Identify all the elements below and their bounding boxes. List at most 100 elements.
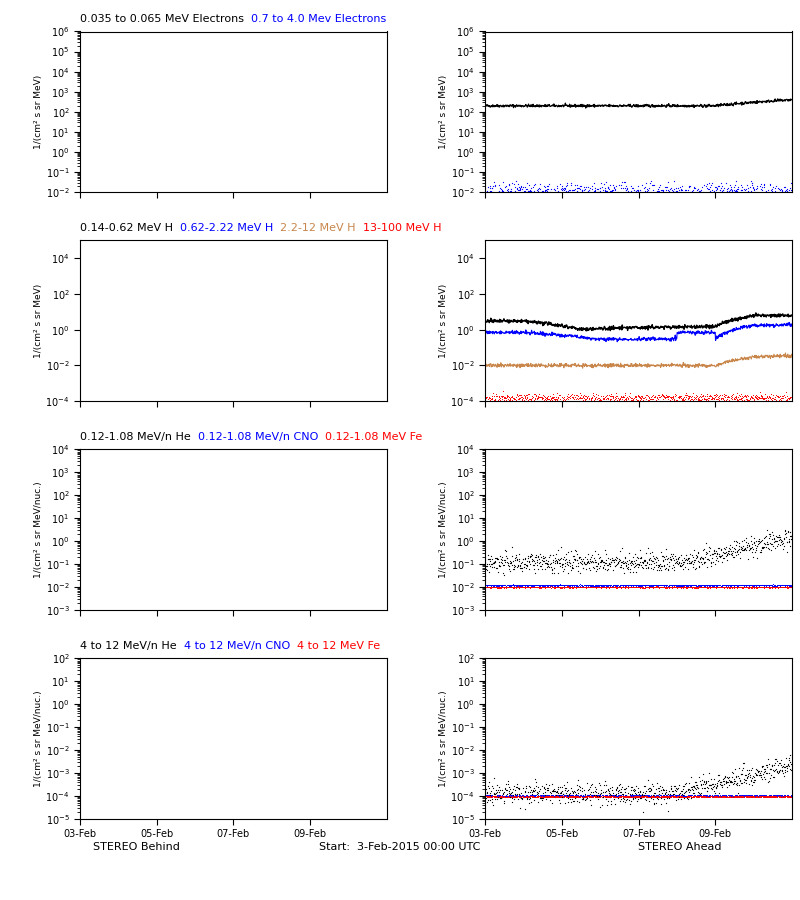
Point [577,579,590,593]
Point [598,392,610,406]
Point [612,788,625,803]
Point [754,789,766,804]
Point [730,174,742,188]
Point [551,391,564,405]
Point [627,578,640,592]
Point [615,779,628,794]
Point [732,182,745,196]
Point [503,555,516,570]
Point [679,580,692,595]
Point [545,789,558,804]
Point [684,579,697,593]
Point [582,579,594,593]
Point [770,580,783,594]
Point [592,788,605,803]
Point [571,789,584,804]
Point [707,788,720,803]
Point [668,182,681,196]
Point [726,789,738,804]
Point [650,788,662,803]
Point [661,789,674,804]
Point [605,185,618,200]
Point [615,578,628,592]
Point [660,788,673,803]
Point [574,788,587,803]
Point [766,770,779,784]
Point [587,389,600,403]
Point [622,553,635,567]
Point [620,580,633,594]
Point [675,787,688,801]
Point [602,180,614,194]
Point [618,578,631,592]
Point [764,187,777,202]
Point [729,788,742,803]
Point [636,554,649,569]
Point [512,186,525,201]
Point [498,580,510,594]
Point [493,178,506,193]
Point [628,560,641,574]
Point [712,789,725,804]
Point [550,556,563,571]
Point [596,578,609,592]
Point [782,534,795,548]
Point [720,580,733,595]
Point [538,785,551,799]
Point [742,393,755,408]
Point [546,784,559,798]
Point [666,789,679,804]
Point [630,578,642,592]
Point [766,763,779,778]
Point [706,396,719,410]
Point [757,539,770,554]
Point [620,792,633,806]
Point [582,789,595,804]
Point [653,789,666,804]
Point [670,181,682,195]
Point [596,785,609,799]
Point [678,578,690,592]
Point [613,189,626,203]
Point [508,578,521,592]
Point [590,554,602,569]
Point [611,784,624,798]
Point [546,788,558,803]
Point [552,789,565,804]
Point [610,789,622,804]
Point [551,789,564,804]
Point [528,789,541,804]
Point [629,389,642,403]
Point [580,792,593,806]
Point [752,768,765,782]
Point [727,394,740,409]
Point [773,580,786,594]
Point [774,763,786,778]
Point [765,578,778,592]
Point [505,390,518,404]
Point [710,580,723,594]
Point [604,578,617,592]
Point [635,580,648,594]
Point [652,788,665,803]
Point [781,759,794,773]
Point [786,789,798,804]
Point [523,788,536,803]
Point [524,578,537,592]
Point [566,788,579,803]
Point [659,390,672,404]
Point [642,393,654,408]
Point [480,187,493,202]
Point [699,775,712,789]
Point [594,786,607,800]
Point [689,391,702,405]
Point [721,580,734,595]
Point [568,789,581,804]
Point [658,189,671,203]
Point [571,788,584,803]
Point [655,185,668,200]
Point [676,578,689,592]
Text: 4 to 12 MeV Fe: 4 to 12 MeV Fe [297,641,380,651]
Point [679,580,692,595]
Point [718,387,730,401]
